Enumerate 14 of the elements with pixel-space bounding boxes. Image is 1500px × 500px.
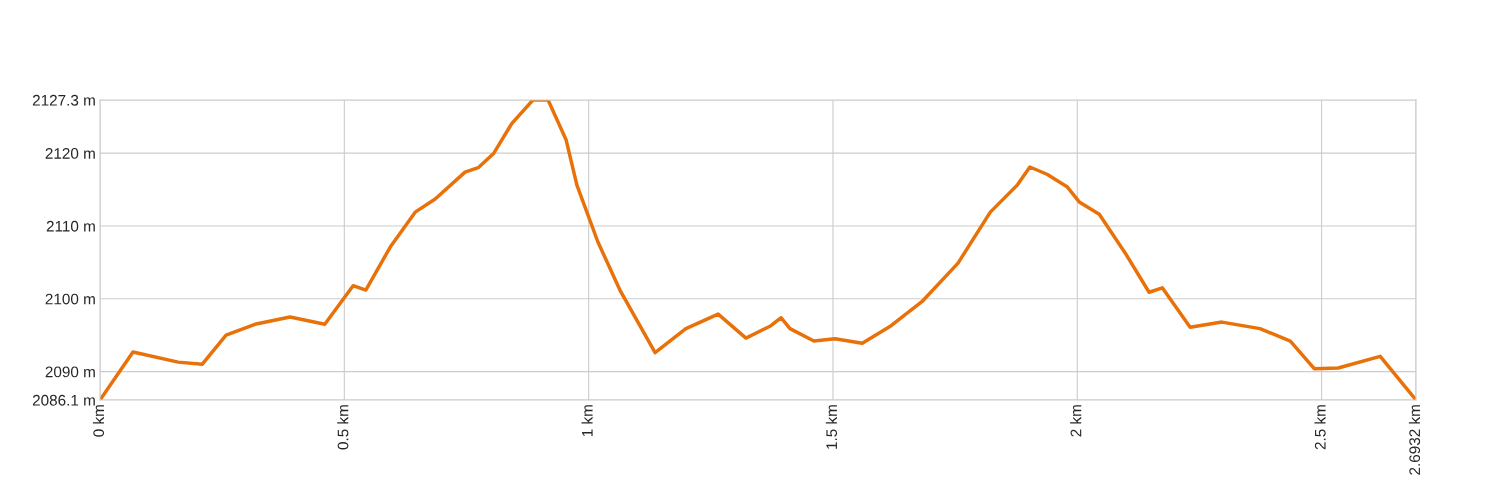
y-tick-label: 2086.1 m bbox=[32, 394, 95, 406]
x-tick-label: 2.5 km bbox=[1314, 405, 1326, 450]
x-tick-label: 2 km bbox=[1070, 405, 1082, 437]
x-tick-label: 0 km bbox=[92, 405, 105, 437]
line-series bbox=[100, 100, 1416, 400]
x-tick-label: 1.5 km bbox=[825, 405, 838, 449]
y-tick-label: 2100 m bbox=[45, 293, 95, 305]
x-tick-label: 0.5 km bbox=[337, 405, 349, 450]
y-tick-label: 2120 m bbox=[45, 148, 95, 159]
y-tick-label: 2090 m bbox=[45, 366, 95, 378]
y-tick-label: 2127.3 m bbox=[32, 94, 95, 106]
x-tick-label: 1 km bbox=[581, 405, 593, 437]
y-tick-label: 2110 m bbox=[46, 220, 95, 232]
x-tick-label: 2.6932 km bbox=[1408, 405, 1421, 475]
